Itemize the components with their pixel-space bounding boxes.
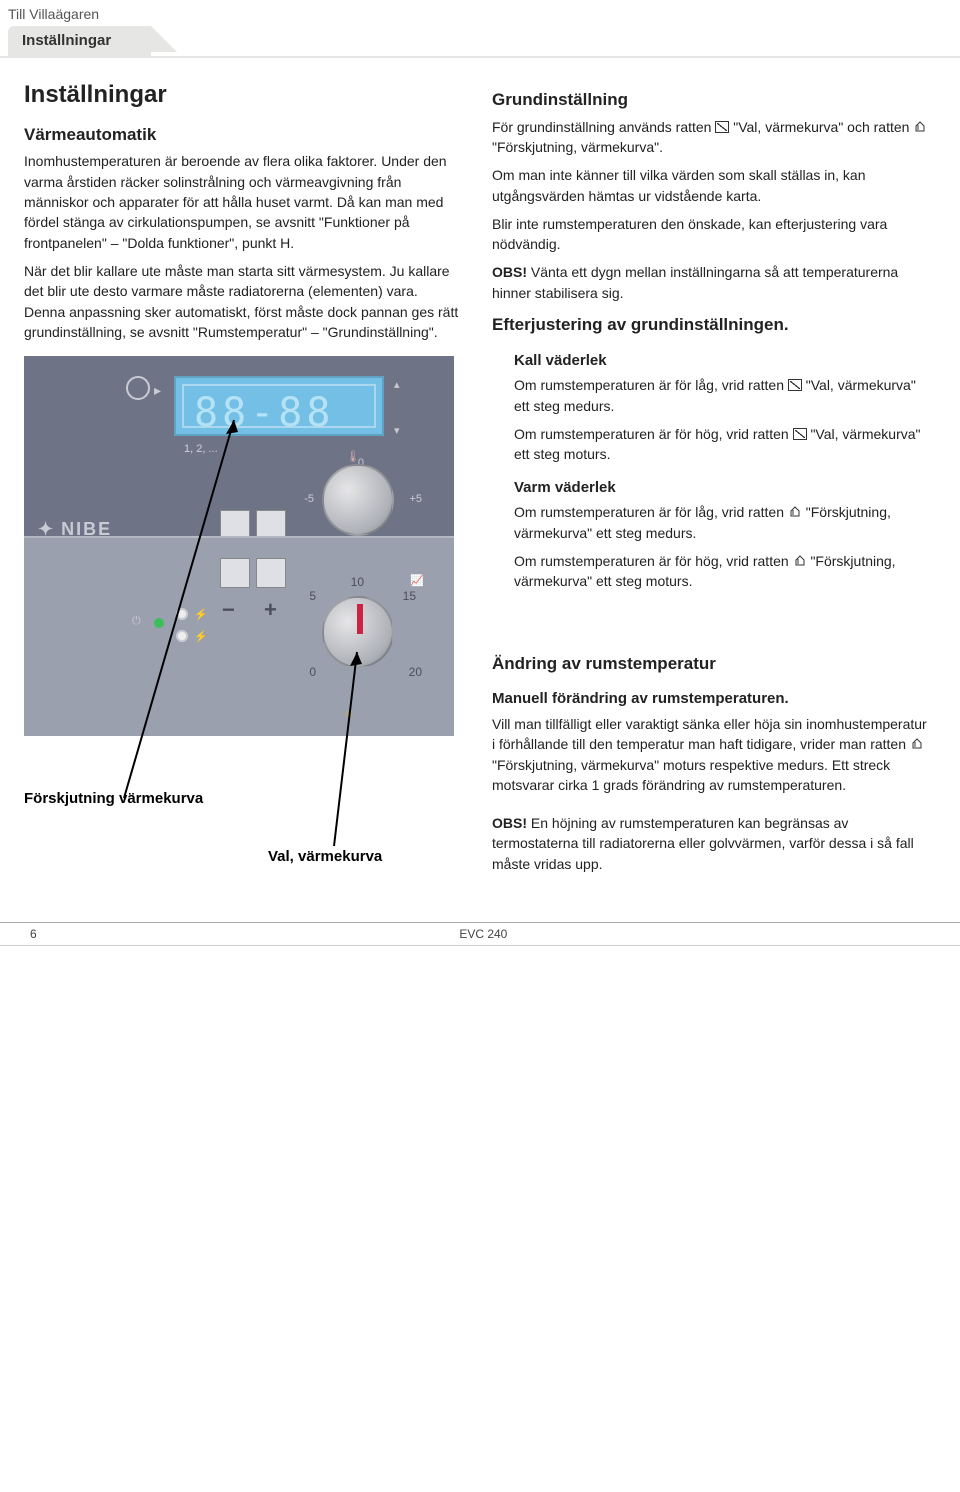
paragraph: Om rumstemperaturen är för låg, vrid rat… <box>514 502 930 543</box>
triangle-up-icon: ▴ <box>394 378 400 394</box>
control-panel: ▸ ▴ ▾ 88-88 1, 2, ... 🌡 0 -5 +5 − + <box>24 356 454 736</box>
curve-chart-icon: 📈 <box>410 574 424 590</box>
paragraph: Blir inte rumstemperaturen den önskade, … <box>492 214 930 255</box>
tab-installningar: Inställningar <box>8 26 151 56</box>
bolt-icon: ⚡ <box>194 630 208 646</box>
lcd-sub-label: 1, 2, ... <box>184 442 218 458</box>
bolt-icon: ⚡ <box>194 608 208 624</box>
lcd-display: 88-88 <box>174 376 384 436</box>
scale-plus5: +5 <box>409 492 422 508</box>
paragraph: Om rumstemperaturen är för hög, vrid rat… <box>514 424 930 465</box>
button-square <box>256 558 286 588</box>
scale-20: 20 <box>409 664 422 681</box>
heading-manuell-forandring: Manuell förändring av rumstemperaturen. <box>492 688 930 710</box>
page-title: Inställningar <box>24 78 462 113</box>
curve-chart-icon <box>788 379 802 391</box>
heading-kall-vaderlek: Kall väderlek <box>514 350 930 372</box>
house-therm-icon <box>910 736 924 750</box>
paragraph: Om rumstemperaturen är för låg, vrid rat… <box>514 375 930 416</box>
label-forskjutning: Förskjutning värmekurva <box>24 788 203 810</box>
lcd-digits: 88-88 <box>194 384 334 442</box>
scale-minus5: -5 <box>304 492 314 508</box>
label-val-varmekurva: Val, värmekurva <box>268 846 382 868</box>
curve-chart-icon <box>715 121 729 133</box>
heading-andring-rumstemperatur: Ändring av rumstemperatur <box>492 652 930 677</box>
scale-5: 5 <box>309 588 316 605</box>
curve-dial <box>322 596 394 668</box>
paragraph: Om man inte känner till vilka värden som… <box>492 165 930 206</box>
heading-varmeautomatik: Värmeautomatik <box>24 123 462 148</box>
page-number: 6 <box>30 926 37 943</box>
plus-icon: + <box>264 594 277 626</box>
minus-icon: − <box>222 594 235 626</box>
house-therm-icon <box>913 119 927 133</box>
chevron-right-icon: ▸ <box>154 380 161 400</box>
page-body: Inställningar Värmeautomatik Inomhustemp… <box>0 60 960 892</box>
right-column: Grundinställning För grundinställning an… <box>492 78 930 882</box>
footer-model: EVC 240 <box>37 926 930 943</box>
scale-0b: 0 <box>309 664 316 681</box>
heading-efterjustering: Efterjustering av grundinställningen. <box>492 313 930 338</box>
clock-icon <box>126 376 150 400</box>
offset-dial <box>322 464 394 536</box>
button-square <box>220 558 250 588</box>
top-link: Till Villaägaren <box>8 4 952 24</box>
paragraph: Inomhustemperaturen är beroende av flera… <box>24 151 462 252</box>
page-footer: 6 EVC 240 <box>0 922 960 946</box>
obs-label: OBS! <box>492 264 527 280</box>
paragraph: För grundinställning används ratten "Val… <box>492 117 930 158</box>
control-panel-figure: ▸ ▴ ▾ 88-88 1, 2, ... 🌡 0 -5 +5 − + <box>24 356 462 736</box>
house-therm-icon <box>793 553 807 567</box>
led-green <box>154 618 164 628</box>
sun-icon: ☀ <box>344 708 354 724</box>
led-white <box>176 608 188 620</box>
paragraph: När det blir kallare ute måste man start… <box>24 261 462 342</box>
scale-10: 10 <box>351 574 364 591</box>
paragraph: Om rumstemperaturen är för hög, vrid rat… <box>514 551 930 592</box>
led-white <box>176 630 188 642</box>
paragraph: Vill man tillfälligt eller varaktigt sän… <box>492 714 930 795</box>
paragraph: OBS! Vänta ett dygn mellan inställningar… <box>492 262 930 303</box>
heading-varm-vaderlek: Varm väderlek <box>514 477 930 499</box>
house-therm-icon <box>788 504 802 518</box>
obs-label: OBS! <box>492 815 527 831</box>
curve-chart-icon <box>793 428 807 440</box>
triangle-down-icon: ▾ <box>394 424 400 440</box>
scale-15: 15 <box>403 588 416 605</box>
left-column: Inställningar Värmeautomatik Inomhustemp… <box>24 78 462 882</box>
heading-grundinstallning: Grundinställning <box>492 88 930 113</box>
power-icon: ⏻ <box>132 614 141 630</box>
paragraph: OBS! En höjning av rumstemperaturen kan … <box>492 813 930 874</box>
